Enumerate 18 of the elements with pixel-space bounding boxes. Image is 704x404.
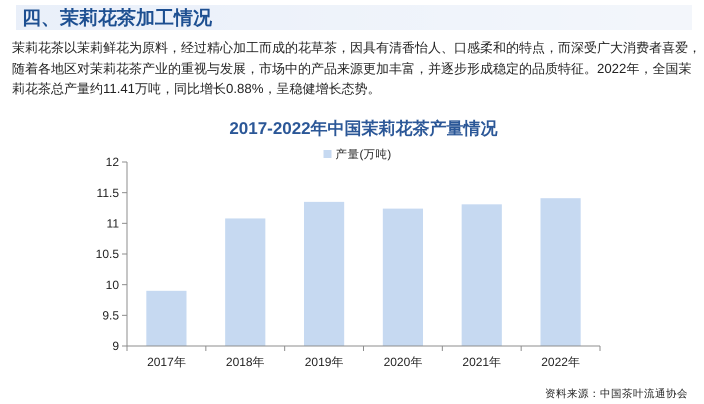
y-tick-label: 9 (112, 339, 120, 354)
x-tick-label: 2020年 (384, 355, 422, 369)
y-tick-label: 10 (106, 278, 120, 292)
y-tick-label: 12 (106, 155, 120, 170)
x-tick-label: 2022年 (541, 355, 580, 369)
y-tick-label: 11.5 (96, 186, 120, 200)
text: 茉莉花茶以茉莉鲜花为原料，经过精心加工而成的花草茶，因具有清香怡人、口感柔和的特点，而深受广大消费者喜爱，随着各地区对茉莉花茶产业的重视与发展，市场中的产品来源更加丰富，并逐步形成稳定的品质特征。2022年，全国茉莉花茶总产量约11.41万吨，同比增长0.88%，呈稳健增长态势。 (12, 39, 702, 98)
x-tick-label: 2019年 (304, 355, 344, 369)
chart-title: 2017-2022年中国茉莉花茶产量情况 (229, 119, 499, 138)
text: 资料来源：中国茶叶流通协会 (545, 387, 688, 400)
y-tick-label: 10.5 (96, 247, 120, 262)
x-tick-label: 2018年 (226, 355, 265, 369)
legend-label: 产量(万吨) (336, 147, 392, 161)
y-tick-label: 9.5 (102, 308, 120, 323)
x-tick-label: 2021年 (462, 355, 502, 369)
y-tick-label: 11 (106, 216, 120, 231)
text: 四、茉莉花茶加工情况 (22, 7, 213, 29)
x-tick-label: 2017年 (147, 355, 186, 369)
